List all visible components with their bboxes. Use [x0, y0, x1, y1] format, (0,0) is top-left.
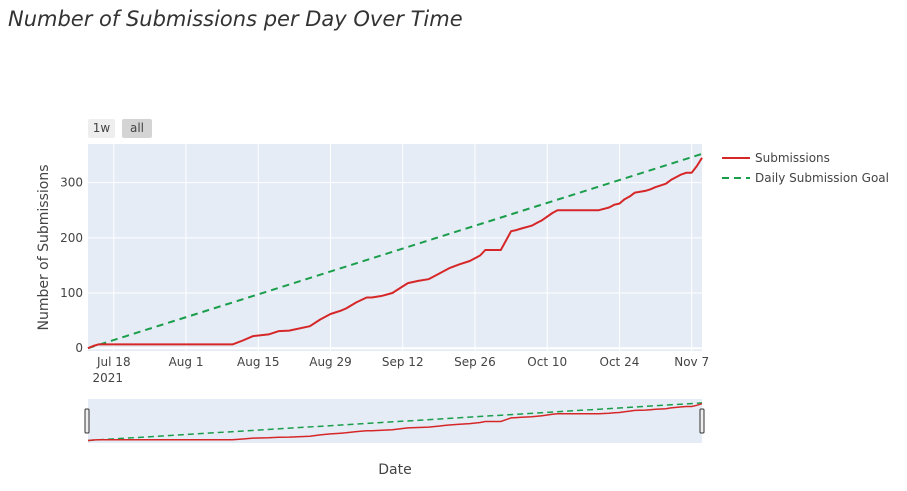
range-slider[interactable] — [88, 399, 702, 443]
y-tick-label: 300 — [60, 176, 83, 190]
plot-area — [88, 144, 702, 351]
x-tick-label: Aug 1 — [169, 355, 204, 369]
x-tick-label: Nov 7 — [674, 355, 709, 369]
legend-label-1: Daily Submission Goal — [755, 171, 889, 185]
series-layer — [87, 152, 703, 350]
legend-label-0: Submissions — [755, 151, 830, 165]
x-tick-sublabel: 2021 — [93, 371, 124, 385]
range-slider-left-handle[interactable] — [84, 408, 90, 434]
x-tick-label: Sep 12 — [382, 355, 424, 369]
range-slider-right-handle[interactable] — [699, 408, 705, 434]
legend: Submissions Daily Submission Goal — [722, 151, 889, 185]
x-tick-label: Oct 10 — [527, 355, 567, 369]
x-tick-label: Sep 26 — [454, 355, 496, 369]
x-tick-label: Oct 24 — [600, 355, 640, 369]
x-axis: Jul 18 2021 Aug 1 Aug 15 Aug 29 Sep 12 Sep 26 O… — [93, 355, 710, 385]
range-slider-series — [87, 402, 703, 442]
gridlines — [88, 144, 702, 351]
series-line-0 — [87, 157, 703, 350]
x-tick-label: Aug 29 — [309, 355, 352, 369]
y-axis: 0 100 200 300 — [60, 176, 83, 356]
y-axis-label: Number of Submissions — [36, 164, 52, 330]
slider-series-line-0 — [87, 402, 703, 442]
range-button-all[interactable]: all — [122, 119, 152, 138]
x-tick-label: Jul 18 — [96, 355, 131, 369]
y-tick-label: 100 — [60, 286, 83, 300]
x-axis-label: Date — [378, 462, 411, 478]
y-tick-label: 0 — [75, 341, 83, 355]
range-button-1w[interactable]: 1w — [88, 119, 115, 138]
chart-title: Number of Submissions per Day Over Time — [8, 7, 463, 31]
y-tick-label: 200 — [60, 231, 83, 245]
slider-series-line-1 — [87, 402, 703, 442]
x-tick-label: Aug 15 — [237, 355, 280, 369]
